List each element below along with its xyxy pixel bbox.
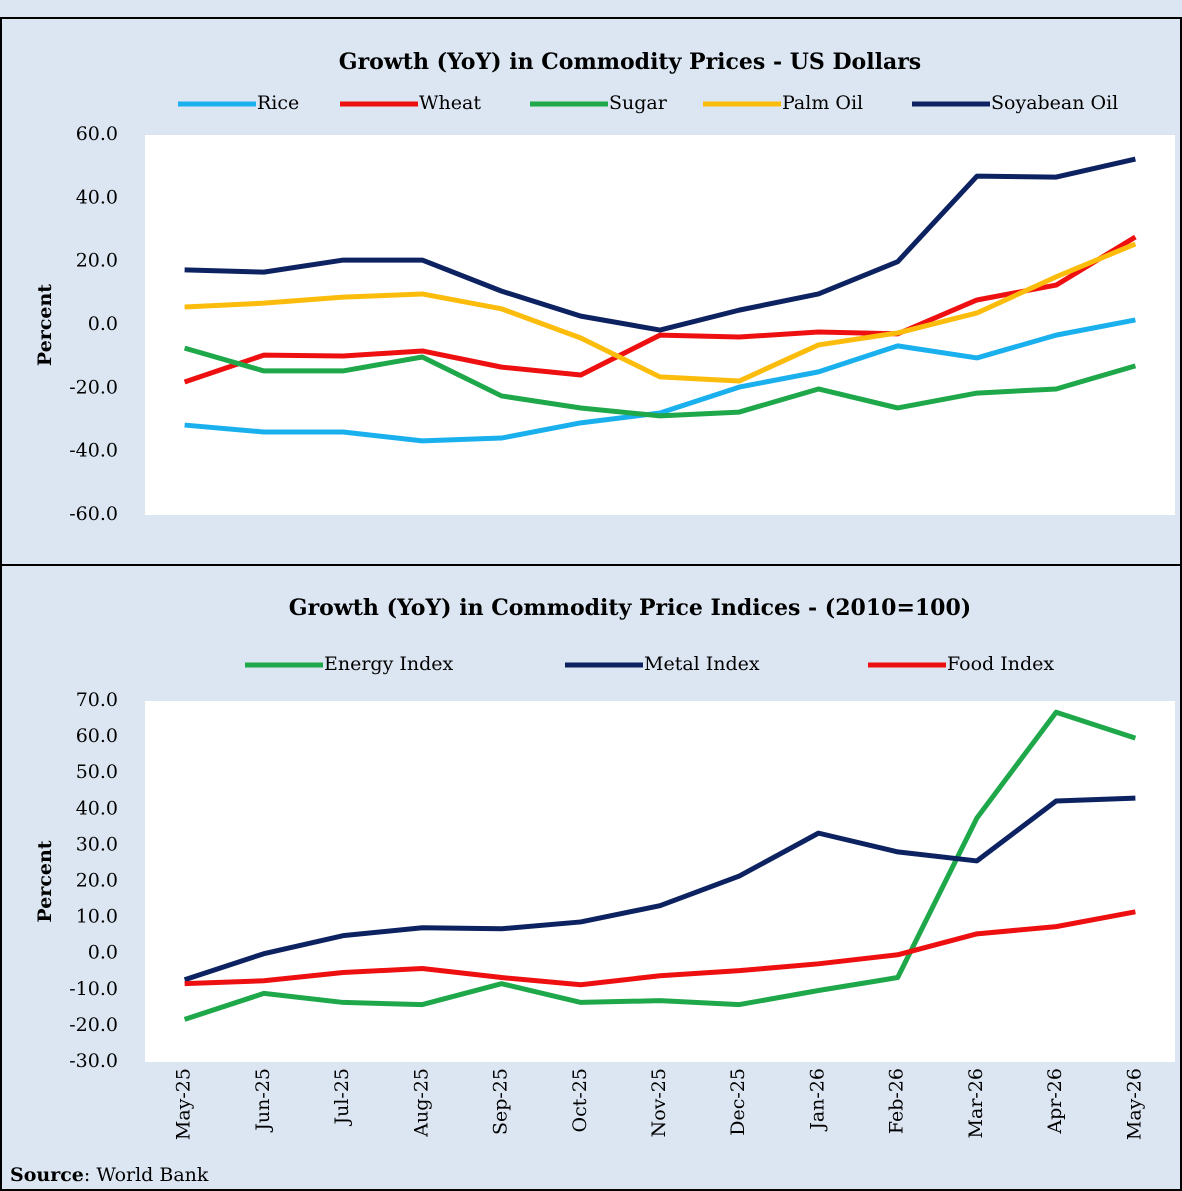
series-line bbox=[183, 795, 1136, 983]
series-line bbox=[184, 317, 1136, 444]
y-tick-label: -60.0 bbox=[69, 503, 118, 525]
plot-area bbox=[145, 135, 1175, 515]
y-tick-label: 50.0 bbox=[76, 761, 118, 783]
x-tick-label: Jan-26 bbox=[806, 1068, 828, 1132]
y-tick-label: 0.0 bbox=[88, 942, 118, 964]
source-label: Source bbox=[10, 1164, 84, 1186]
y-tick-label: -40.0 bbox=[69, 440, 118, 462]
series-line bbox=[184, 156, 1136, 333]
y-tick-label: -20.0 bbox=[69, 376, 118, 398]
y-tick-label: 30.0 bbox=[76, 833, 118, 855]
x-tick-label: Jul-25 bbox=[331, 1068, 353, 1127]
chart-title: Growth (YoY) in Commodity Price Indices … bbox=[289, 595, 971, 621]
series-line bbox=[183, 234, 1137, 385]
legend-label: Sugar bbox=[609, 92, 668, 114]
x-tick-label: Feb-26 bbox=[886, 1068, 908, 1134]
x-tick-label: Sep-25 bbox=[490, 1068, 512, 1135]
legend-label: Energy Index bbox=[324, 653, 454, 675]
y-tick-label: 60.0 bbox=[76, 725, 118, 747]
series-line bbox=[183, 709, 1137, 1022]
source-text: : World Bank bbox=[84, 1164, 209, 1186]
source: Source: World Bank bbox=[10, 1164, 209, 1186]
legend-label: Wheat bbox=[419, 92, 481, 114]
legend-label: Food Index bbox=[947, 653, 1054, 675]
y-tick-label: 70.0 bbox=[76, 689, 118, 711]
series-line bbox=[184, 241, 1137, 384]
x-tick-label: Jun-25 bbox=[252, 1068, 274, 1133]
y-tick-label: -10.0 bbox=[69, 978, 118, 1000]
series-line bbox=[183, 345, 1137, 419]
y-tick-label: -30.0 bbox=[69, 1050, 118, 1072]
y-axis-label: Percent bbox=[34, 284, 56, 366]
x-tick-label: Nov-25 bbox=[648, 1068, 670, 1137]
y-tick-label: 20.0 bbox=[76, 870, 118, 892]
y-tick-label: 0.0 bbox=[88, 313, 118, 335]
y-tick-label: -20.0 bbox=[69, 1014, 118, 1036]
y-axis-label: Percent bbox=[34, 840, 56, 922]
legend-label: Soyabean Oil bbox=[991, 92, 1118, 114]
y-tick-label: 20.0 bbox=[76, 250, 118, 272]
legend-label: Rice bbox=[257, 92, 299, 114]
series-line bbox=[184, 909, 1136, 988]
x-tick-label: Apr-26 bbox=[1044, 1068, 1066, 1135]
legend-label: Palm Oil bbox=[782, 92, 863, 114]
y-tick-label: 40.0 bbox=[76, 797, 118, 819]
chart-title: Growth (YoY) in Commodity Prices - US Do… bbox=[339, 49, 921, 75]
y-tick-label: 40.0 bbox=[76, 186, 118, 208]
y-tick-label: 10.0 bbox=[76, 906, 118, 928]
x-tick-label: May-25 bbox=[173, 1068, 195, 1140]
y-tick-label: 60.0 bbox=[76, 123, 118, 145]
x-tick-label: Mar-26 bbox=[965, 1068, 987, 1138]
legend-label: Metal Index bbox=[644, 653, 760, 675]
x-tick-label: Dec-25 bbox=[727, 1068, 749, 1136]
x-tick-label: May-26 bbox=[1123, 1068, 1145, 1140]
x-tick-label: Aug-25 bbox=[410, 1068, 432, 1138]
plot-area bbox=[145, 701, 1175, 1062]
x-tick-label: Oct-25 bbox=[569, 1068, 591, 1132]
bottom-frame bbox=[0, 564, 1182, 1191]
